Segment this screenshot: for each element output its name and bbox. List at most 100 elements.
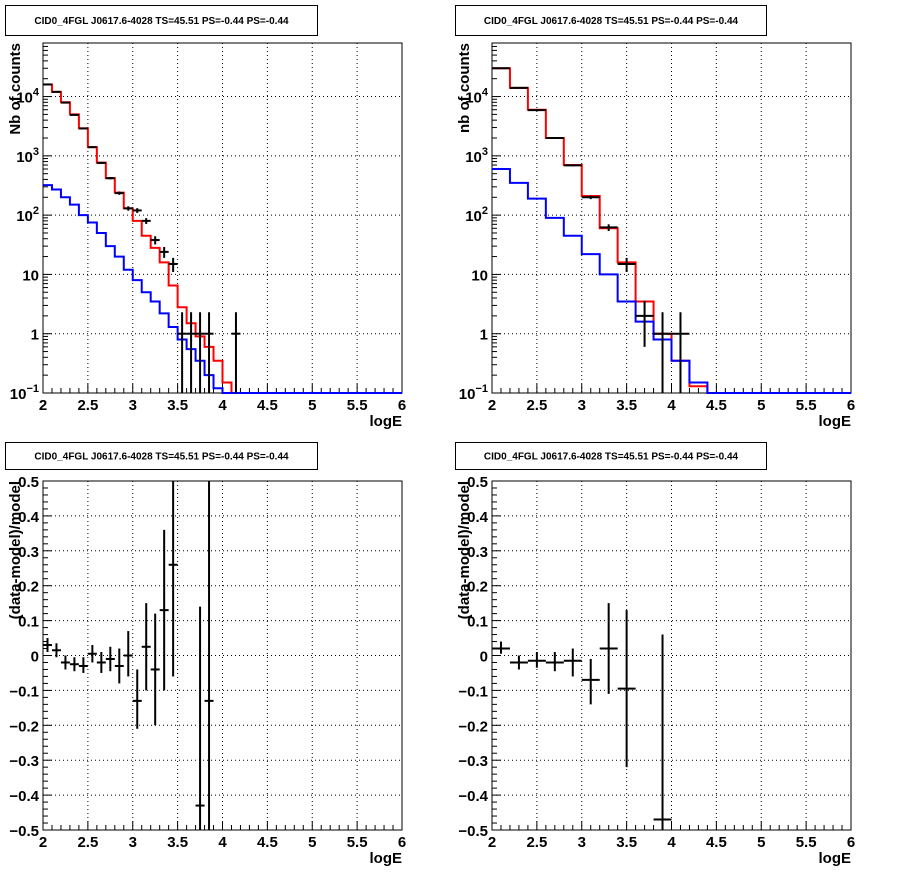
x-tick-label: 4: [218, 397, 227, 414]
model-total-histogram: [43, 83, 402, 394]
data-point: [168, 481, 178, 677]
y-tick-label-base: 10: [465, 90, 482, 107]
y-tick-label-exp: 3: [33, 146, 39, 158]
y-tick-label: 104: [465, 87, 489, 107]
data-point: [123, 206, 133, 211]
x-tick-label: 2: [488, 834, 496, 851]
data-point: [195, 606, 205, 830]
y-tick-label: 0.5: [467, 474, 488, 491]
chart-panel-2: 2 2.5 3 3.5 4 4.5 5 5.5 610−1110102103104logEnb …: [455, 5, 855, 430]
data-point: [581, 195, 600, 200]
chart-title: CID0_4FGL J0617.6-4028 TS=45.51 PS=-0.44…: [34, 16, 289, 27]
x-tick-label: 5.5: [347, 834, 368, 851]
x-tick-label: 3.5: [167, 834, 188, 851]
x-tick-label: 3.5: [167, 397, 188, 414]
data-point: [671, 312, 690, 393]
chart-title: CID0_4FGL J0617.6-4028 TS=45.51 PS=-0.44…: [484, 16, 739, 27]
x-ticks: 2 2.5 3 3.5 4 4.5 5 5.5 6: [39, 384, 406, 414]
data-point: [105, 176, 115, 180]
y-tick-label-exp: 4: [33, 87, 40, 99]
chart-panel-4: 2 2.5 3 3.5 4 4.5 5 5.5 6 −0.5 −0.4 −0.3 −0.2 −0.1 0 0.…: [455, 442, 855, 867]
x-tick-label: 6: [847, 834, 855, 851]
data-point: [186, 312, 196, 393]
data-point: [123, 631, 133, 677]
data-point: [43, 83, 52, 86]
data-point: [177, 312, 187, 393]
data-point: [159, 529, 169, 691]
y-tick-label-exp: −1: [475, 383, 488, 395]
data-point: [105, 646, 115, 672]
data-point: [204, 312, 214, 393]
data-point: [168, 257, 178, 272]
data-point: [492, 67, 510, 70]
x-ticks: 2 2.5 3 3.5 4 4.5 5 5.5 6: [39, 821, 406, 851]
y-tick-label: 102: [465, 205, 488, 225]
data-point: [87, 146, 97, 149]
x-tick-label: 3: [578, 397, 586, 414]
x-tick-label: 4: [667, 397, 676, 414]
y-axis-title: Nb of counts: [7, 43, 24, 135]
data-point: [51, 643, 61, 658]
y-tick-label: 0.1: [18, 614, 39, 631]
data-point: [509, 86, 528, 89]
data-point: [653, 634, 672, 830]
data-point: [43, 638, 52, 653]
y-tick-label-base: 10: [16, 90, 33, 107]
y-tick-label: −0.1: [9, 683, 39, 700]
y-tick-label-exp: 3: [482, 146, 488, 158]
y-tick-label: 0.2: [18, 579, 39, 596]
data-point: [78, 657, 88, 673]
data-point: [69, 113, 79, 116]
data-layer: [492, 603, 672, 830]
y-tick-label: 1: [31, 327, 39, 344]
x-axis-title: logE: [819, 850, 852, 867]
data-point: [96, 161, 106, 164]
chart-title: CID0_4FGL J0617.6-4028 TS=45.51 PS=-0.44…: [34, 452, 289, 463]
grid: [492, 481, 851, 830]
data-point: [159, 247, 169, 258]
data-point: [78, 127, 88, 130]
y-tick-label: 104: [16, 87, 40, 107]
y-tick-label: −0.2: [458, 718, 488, 735]
y-tick-label: 10: [22, 267, 39, 284]
data-point: [617, 257, 636, 272]
y-tick-label: −0.5: [9, 823, 39, 840]
data-point: [599, 224, 618, 231]
y-tick-label: −0.3: [9, 753, 39, 770]
data-point: [60, 655, 70, 670]
y-tick-label: 0.3: [18, 544, 39, 561]
data-point: [204, 481, 214, 830]
data-point: [653, 312, 672, 393]
data-point: [635, 300, 654, 347]
x-ticks: 2 2.5 3 3.5 4 4.5 5 5.5 6: [488, 821, 855, 851]
data-point: [114, 191, 124, 195]
y-tick-label-base: 10: [465, 208, 482, 225]
data-point: [141, 603, 151, 691]
model-component-histogram: [492, 167, 851, 394]
model-component-histogram: [43, 184, 402, 394]
y-tick-label-exp: −1: [26, 383, 39, 395]
x-tick-label: 2.5: [77, 397, 98, 414]
x-tick-label: 2.5: [77, 834, 98, 851]
x-tick-label: 4.5: [257, 397, 278, 414]
x-tick-label: 3: [578, 834, 586, 851]
chart-panel-3: 2 2.5 3 3.5 4 4.5 5 5.5 6 −0.5 −0.4 −0.3 −0.2 −0.1 0 0.…: [5, 442, 406, 867]
y-axis-title: (data-model)/model: [7, 481, 24, 619]
x-tick-label: 2.5: [526, 834, 547, 851]
y-tick-label: −0.1: [458, 683, 488, 700]
x-tick-label: 5.5: [796, 834, 817, 851]
x-tick-label: 4: [218, 834, 227, 851]
title-box: [455, 5, 767, 36]
x-tick-label: 3: [129, 397, 137, 414]
x-ticks: 2 2.5 3 3.5 4 4.5 5 5.5 6: [488, 384, 855, 414]
y-tick-label: 0: [480, 649, 488, 666]
y-tick-label: 102: [16, 205, 39, 225]
data-point: [51, 90, 61, 93]
title-box: [5, 5, 318, 36]
title-box: [5, 442, 318, 470]
y-ticks: 10 −1 1 10 102 103 104: [10, 45, 52, 403]
y-tick-label: 0.5: [18, 474, 39, 491]
y-tick-label: 103: [16, 146, 39, 166]
x-tick-label: 6: [398, 834, 406, 851]
